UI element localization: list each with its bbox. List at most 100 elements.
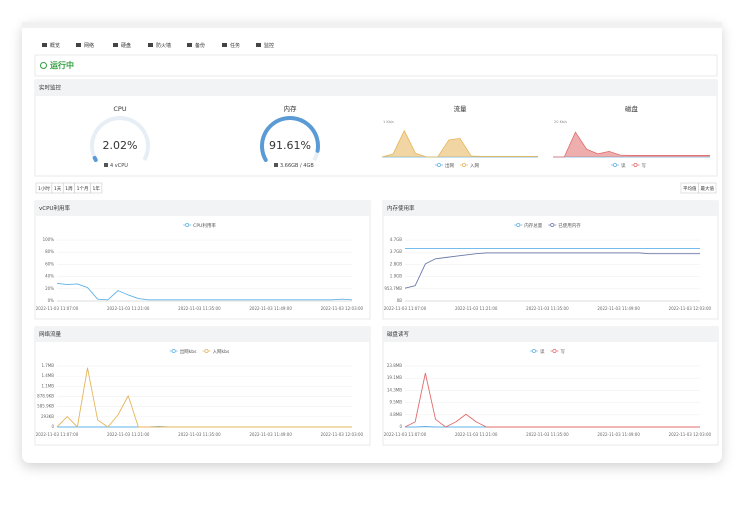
chart-title: 流量 — [454, 104, 468, 113]
chart-title: 磁盘 — [625, 104, 639, 113]
x-tick-label: 2022-11-03 11:35:00 — [178, 306, 221, 311]
tab-icon — [256, 43, 261, 47]
series-line — [404, 372, 700, 428]
y-tick-label: 2.8GB — [390, 261, 402, 266]
y-tick-label: 23.8MB — [387, 363, 402, 368]
x-tick-label: 2022-11-03 11:21:00 — [107, 306, 150, 311]
tab-icon — [42, 43, 47, 47]
legend-label: CPU利用率 — [193, 222, 216, 229]
x-tick-label: 2022-11-03 11:35:00 — [526, 306, 569, 311]
y-tick-label: 20% — [45, 286, 54, 291]
gauge-track — [90, 116, 150, 161]
mini-line — [381, 129, 538, 158]
x-tick-label: 2022-11-03 11:07:00 — [384, 306, 427, 311]
tab[interactable]: 网络 — [84, 42, 94, 49]
y-tick-label: 0 — [399, 424, 402, 429]
y-tick-label: 585.9KB — [37, 404, 54, 409]
y-tick-label: 1.1MB — [41, 383, 54, 388]
chart-header — [383, 201, 718, 216]
legend-label: 已使用内存 — [558, 222, 581, 229]
legend-marker — [552, 349, 557, 353]
legend-label: 入网 — [470, 163, 479, 169]
x-tick-label: 2022-11-03 12:03:00 — [321, 306, 364, 311]
x-tick-label: 2022-11-03 12:03:00 — [669, 432, 712, 437]
y-tick-label: 3.7GB — [390, 249, 402, 254]
y-tick-label: 1.7MB — [41, 363, 54, 368]
gauge-value — [260, 116, 320, 162]
legend-marker — [171, 349, 176, 353]
legend-marker — [633, 163, 638, 167]
x-tick-label: 2022-11-03 11:21:00 — [455, 306, 498, 311]
range-button-label[interactable]: 1年 — [93, 185, 101, 192]
legend-label: 写 — [642, 163, 647, 169]
legend-marker — [437, 163, 441, 167]
tab-icon — [148, 43, 153, 47]
gauge-label: 91.61% — [269, 139, 311, 152]
x-tick-label: 2022-11-03 11:07:00 — [36, 306, 79, 311]
x-tick-label: 2022-11-03 11:49:00 — [249, 432, 292, 437]
tab[interactable]: 概览 — [50, 42, 60, 49]
legend-label: 内存总量 — [524, 222, 542, 229]
y-tick-label: 1.9GB — [390, 274, 402, 279]
chart-title: vCPU利用率 — [39, 204, 70, 212]
chart-label: 20 Kb/s — [554, 120, 567, 124]
y-tick-label: 293KB — [41, 414, 54, 419]
x-tick-label: 2022-11-03 11:49:00 — [597, 306, 640, 311]
range-button-label[interactable]: 1周 — [65, 186, 72, 192]
chart-panel — [34, 200, 371, 320]
legend-label: 读 — [621, 162, 626, 169]
tab[interactable]: 备份 — [195, 42, 205, 49]
y-tick-label: 80% — [45, 249, 54, 254]
gauge-title: CPU — [113, 105, 126, 113]
y-tick-label: 40% — [45, 274, 54, 279]
legend-marker — [550, 223, 555, 227]
tab-icon — [222, 43, 227, 47]
y-tick-label: 953.7MB — [384, 286, 402, 291]
series-line — [56, 282, 353, 301]
x-tick-label: 2022-11-03 11:49:00 — [249, 306, 292, 311]
y-tick-label: 0 — [51, 424, 54, 429]
agg-button-label[interactable]: 最大值 — [701, 185, 715, 192]
range-button-label[interactable]: 1天 — [54, 186, 62, 192]
x-tick-label: 2022-11-03 11:49:00 — [597, 432, 640, 437]
range-button-label[interactable]: 1个月 — [77, 186, 89, 192]
x-tick-label: 2022-11-03 12:03:00 — [669, 306, 712, 311]
x-tick-label: 2022-11-03 11:07:00 — [36, 432, 79, 437]
tab[interactable]: 防火墙 — [156, 42, 171, 49]
range-button[interactable] — [90, 182, 103, 194]
tab[interactable]: 监控 — [264, 42, 274, 49]
agg-button[interactable] — [680, 182, 699, 194]
range-button-label[interactable]: 1小时 — [38, 185, 50, 192]
legend-label: 读 — [540, 348, 545, 355]
legend-label: 写 — [561, 349, 566, 355]
chart-header — [35, 327, 370, 342]
gauge-label: 2.02% — [103, 139, 138, 152]
mini-area — [382, 130, 538, 157]
gauge-sub-icon — [274, 163, 278, 167]
chart-panel — [382, 326, 719, 446]
power-icon — [40, 62, 47, 69]
y-tick-label: 60% — [45, 261, 54, 266]
chart-label: 1 Kb/s — [383, 120, 394, 124]
tab[interactable]: 硬盘 — [121, 42, 131, 49]
tab-icon — [187, 43, 192, 47]
legend-marker — [613, 163, 617, 167]
gauge-sub: 3.66GB / 4GB — [280, 163, 314, 169]
chart-header — [383, 327, 718, 342]
y-tick-label: 878.9KB — [37, 394, 54, 399]
x-tick-label: 2022-11-03 11:21:00 — [455, 432, 498, 437]
chart-title: 磁盘读写 — [387, 330, 410, 338]
x-tick-label: 2022-11-03 11:35:00 — [178, 432, 221, 437]
y-tick-label: 14.3MB — [387, 387, 402, 392]
legend-label: 出网 — [445, 162, 454, 169]
agg-button-label[interactable]: 平均值 — [683, 185, 697, 192]
monitor-header — [35, 80, 717, 96]
legend-marker — [462, 163, 466, 167]
chart-header — [35, 201, 370, 216]
chart-title: 网络流量 — [39, 330, 62, 338]
legend-marker — [532, 349, 536, 353]
gauge-value — [92, 155, 98, 162]
tab[interactable]: 任务 — [230, 42, 240, 49]
tab-icon — [76, 43, 81, 47]
